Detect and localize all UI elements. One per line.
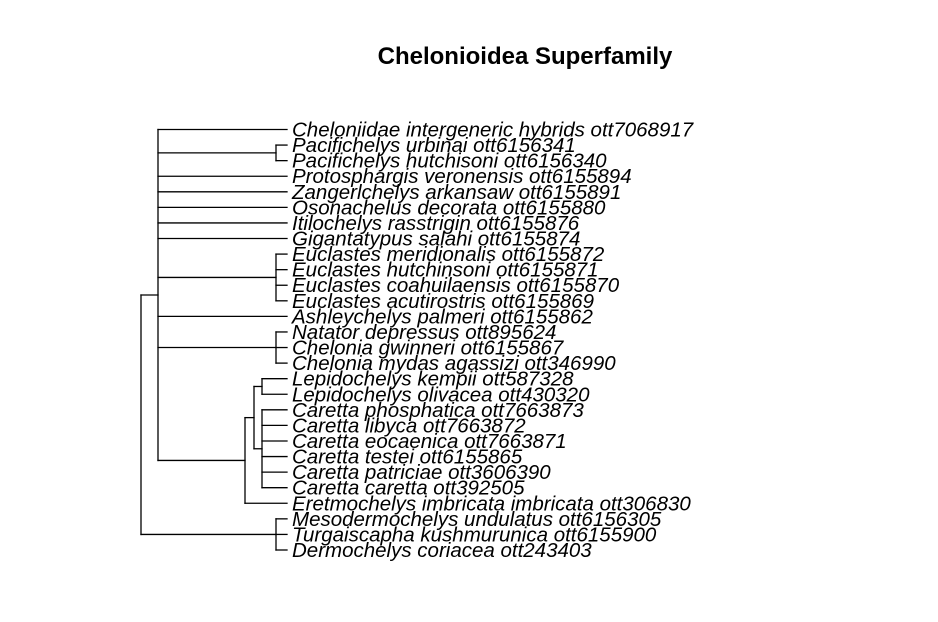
tip-label: Zangerlchelys arkansaw ott6155891: [291, 181, 621, 204]
tip-label: Turgaiscapha kushmurunica ott6155900: [292, 523, 657, 546]
tip-label: Pacifichelys hutchisoni ott6156340: [292, 150, 607, 173]
tip-label: Caretta phosphatica ott7663873: [292, 399, 584, 422]
tip-label: Pacifichelys urbinai ott6156341: [292, 134, 576, 157]
tip-label: Euclastes acutirostris ott6155869: [292, 290, 594, 313]
tip-label: Chelonia mydas agassizi ott346990: [292, 352, 616, 375]
tip-label: Caretta libyca ott7663872: [292, 414, 526, 437]
tip-label: Protosphargis veronensis ott6155894: [292, 165, 632, 188]
tip-label: Caretta eocaenica ott7663871: [292, 430, 567, 453]
tip-label: Euclastes hutchinsoni ott6155871: [292, 259, 599, 282]
tip-label: Caretta patriciae ott3606390: [292, 461, 551, 484]
tip-label: Euclastes coahuilaensis ott6155870: [292, 274, 620, 297]
tip-label: Natator depressus ott895624: [292, 321, 556, 344]
tip-label: Euclastes meridionalis ott6155872: [292, 243, 605, 266]
tip-label: Mesodermochelys undulatus ott6156305: [292, 508, 662, 531]
tip-label: Cheloniidae intergeneric hybrids ott7068…: [292, 119, 695, 142]
tip-label: Chelonia gwinneri ott6155867: [292, 337, 565, 360]
tip-label: Itilochelys rasstrigin ott6155876: [292, 212, 580, 235]
tip-label: Caretta caretta ott392505: [292, 477, 525, 500]
tip-label: Lepidochelys kempii ott587328: [292, 368, 574, 391]
tip-label: Gigantatypus salahi ott6155874: [292, 228, 580, 251]
tip-label: Dermochelys coriacea ott243403: [292, 539, 592, 562]
tip-label: Caretta testei ott6155865: [292, 446, 523, 469]
tip-label: Lepidochelys olivacea ott430320: [292, 383, 590, 406]
tip-labels: Cheloniidae intergeneric hybrids ott7068…: [290, 119, 695, 563]
tip-label: Eretmochelys imbricata imbricata ott3068…: [292, 492, 691, 515]
tip-label: Ashleychelys palmeri ott6155862: [290, 305, 593, 328]
tree-branches: [140, 128, 288, 551]
tip-label: Osonachelus decorata ott6155880: [292, 196, 606, 219]
figure-title: Chelonioidea Superfamily: [378, 43, 673, 70]
